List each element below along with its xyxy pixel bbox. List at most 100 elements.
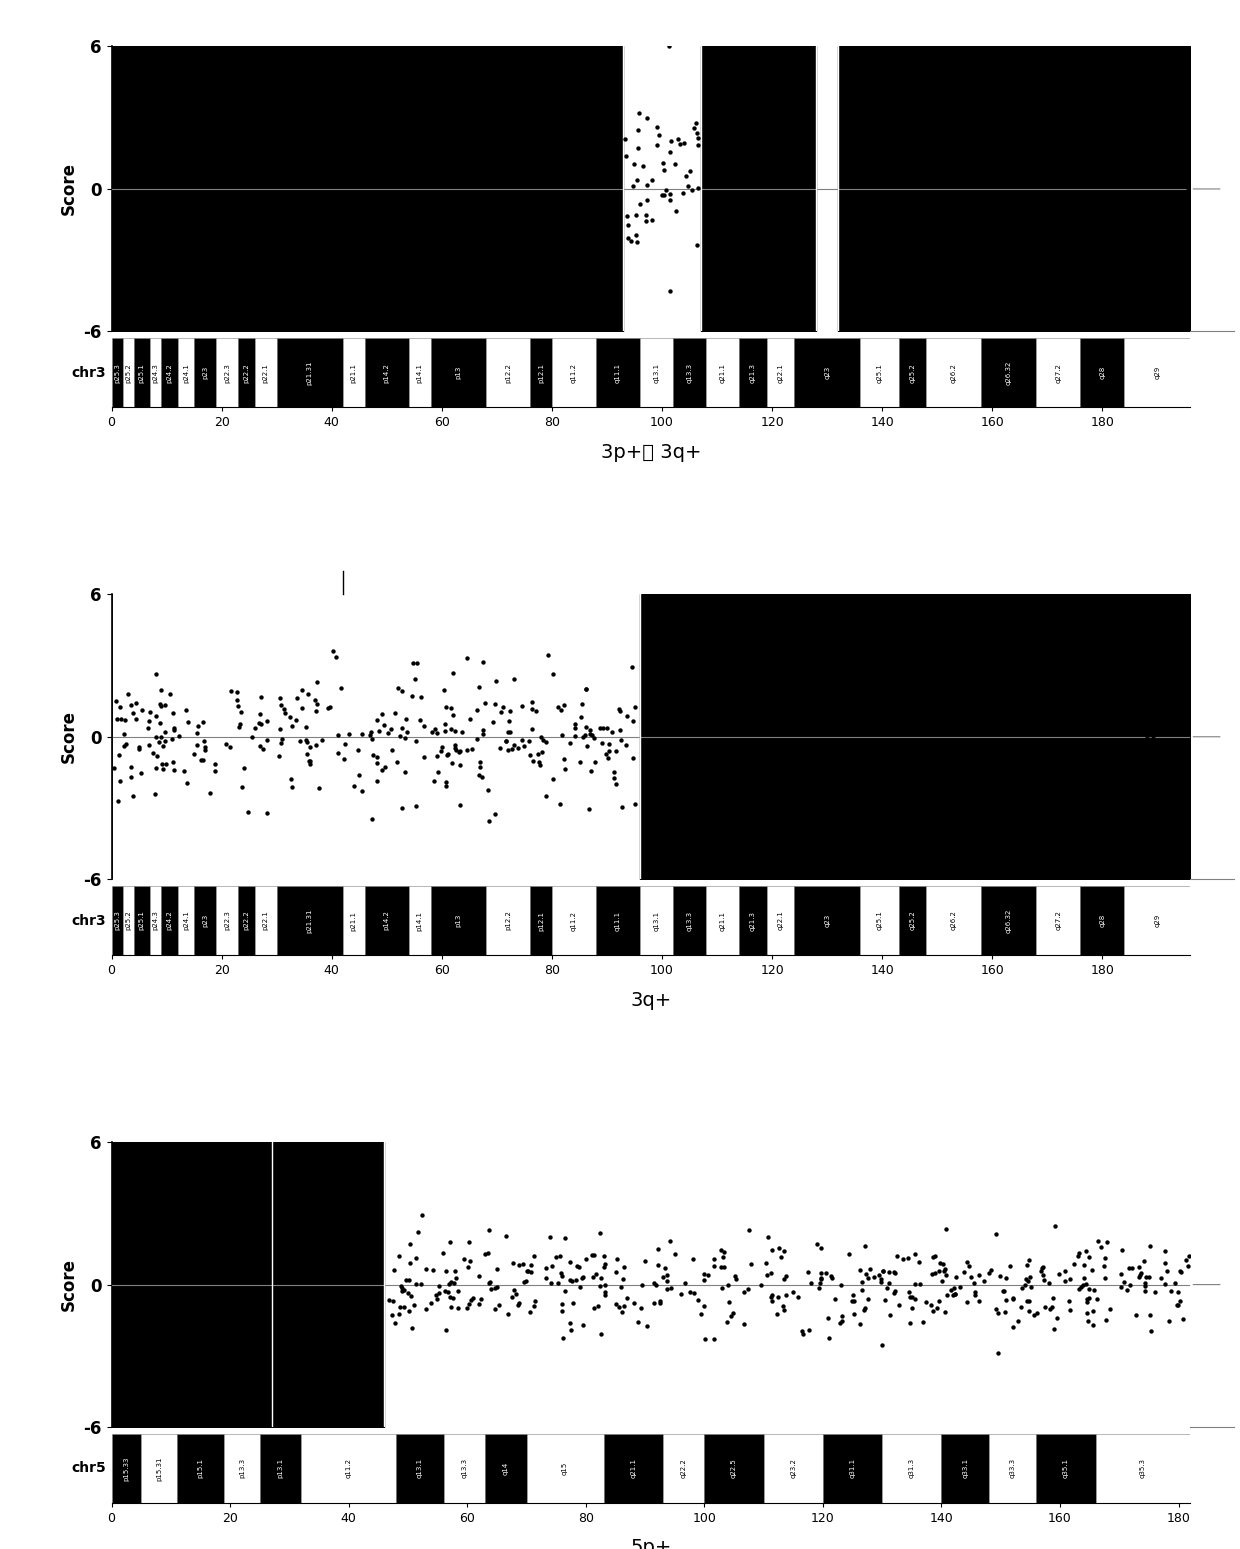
Point (832, 1304, 852, 1329)
Point (637, 187, 657, 212)
Point (614, 1267, 634, 1292)
Point (611, 1300, 631, 1324)
Point (1154, 750, 1174, 774)
Point (155, 692, 175, 717)
Point (481, 1276, 501, 1301)
Point (605, 1259, 625, 1284)
Point (109, 744, 129, 768)
Point (222, 678, 242, 703)
Point (688, 1287, 708, 1312)
Bar (704, 1434, 764, 1503)
Point (599, 739, 619, 764)
Point (986, 1297, 1006, 1321)
Point (448, 1295, 467, 1320)
Point (399, 1252, 419, 1276)
Text: q11.2: q11.2 (570, 362, 577, 383)
Point (153, 734, 172, 759)
Point (438, 742, 458, 767)
Point (383, 1289, 403, 1314)
Point (320, 694, 340, 719)
Text: p15.1: p15.1 (197, 1458, 203, 1478)
Point (291, 677, 311, 702)
Point (1076, 1289, 1096, 1314)
Point (372, 757, 392, 782)
Point (1159, 215, 1179, 240)
Point (584, 1242, 604, 1267)
Point (407, 728, 427, 753)
Point (164, 716, 184, 740)
Point (774, 1267, 794, 1292)
Point (1017, 1289, 1037, 1314)
Point (280, 705, 300, 730)
Point (123, 700, 143, 725)
Point (1021, 1275, 1040, 1300)
Point (763, 1283, 782, 1307)
Point (610, 719, 630, 744)
Point (408, 1219, 428, 1244)
Text: p24.3: p24.3 (153, 911, 159, 931)
Point (653, 150, 673, 175)
Point (596, 716, 616, 740)
Point (459, 1230, 479, 1255)
Point (872, 1332, 892, 1357)
Point (122, 754, 141, 779)
X-axis label: 5p+: 5p+ (630, 1538, 672, 1549)
Point (885, 1261, 905, 1286)
Point (532, 739, 552, 764)
Point (458, 646, 477, 671)
Bar (861, 339, 899, 407)
Bar (706, 886, 739, 954)
Point (626, 203, 646, 228)
Point (688, 125, 708, 150)
Point (443, 703, 463, 728)
Point (559, 1267, 579, 1292)
Point (407, 651, 427, 675)
Bar (640, 339, 673, 407)
Point (1078, 1301, 1097, 1326)
Point (570, 750, 590, 774)
Point (988, 1341, 1008, 1366)
Point (978, 1261, 998, 1286)
Point (441, 696, 461, 720)
Point (1048, 1306, 1068, 1331)
Point (1011, 1295, 1030, 1320)
Point (935, 1256, 955, 1281)
Point (872, 1270, 892, 1295)
Bar (161, 886, 177, 954)
Point (584, 726, 604, 751)
Bar (552, 339, 596, 407)
Point (923, 1244, 942, 1269)
Point (526, 699, 546, 723)
Point (238, 801, 258, 826)
Text: q23.2: q23.2 (790, 1459, 796, 1478)
Point (644, 1290, 663, 1315)
Point (150, 711, 170, 736)
Point (686, 110, 706, 135)
Point (1179, 1244, 1199, 1269)
Point (622, 654, 642, 678)
Point (420, 1290, 440, 1315)
Point (792, 1323, 812, 1348)
Point (649, 1236, 668, 1261)
Point (425, 716, 445, 740)
Point (1141, 1318, 1161, 1343)
Point (595, 1279, 615, 1304)
Point (394, 759, 414, 784)
Point (427, 1287, 446, 1312)
Point (946, 1264, 966, 1289)
Point (910, 1272, 930, 1297)
Point (562, 1269, 582, 1293)
Point (402, 1315, 422, 1340)
Point (673, 180, 693, 204)
Bar (342, 339, 365, 407)
Text: q25.1: q25.1 (877, 362, 883, 383)
Point (596, 742, 616, 767)
Point (1166, 1270, 1185, 1295)
Point (580, 717, 600, 742)
Point (300, 734, 320, 759)
Point (479, 1241, 498, 1266)
Point (343, 773, 363, 798)
Point (467, 697, 487, 722)
Point (1138, 1264, 1158, 1289)
Point (551, 1244, 570, 1269)
